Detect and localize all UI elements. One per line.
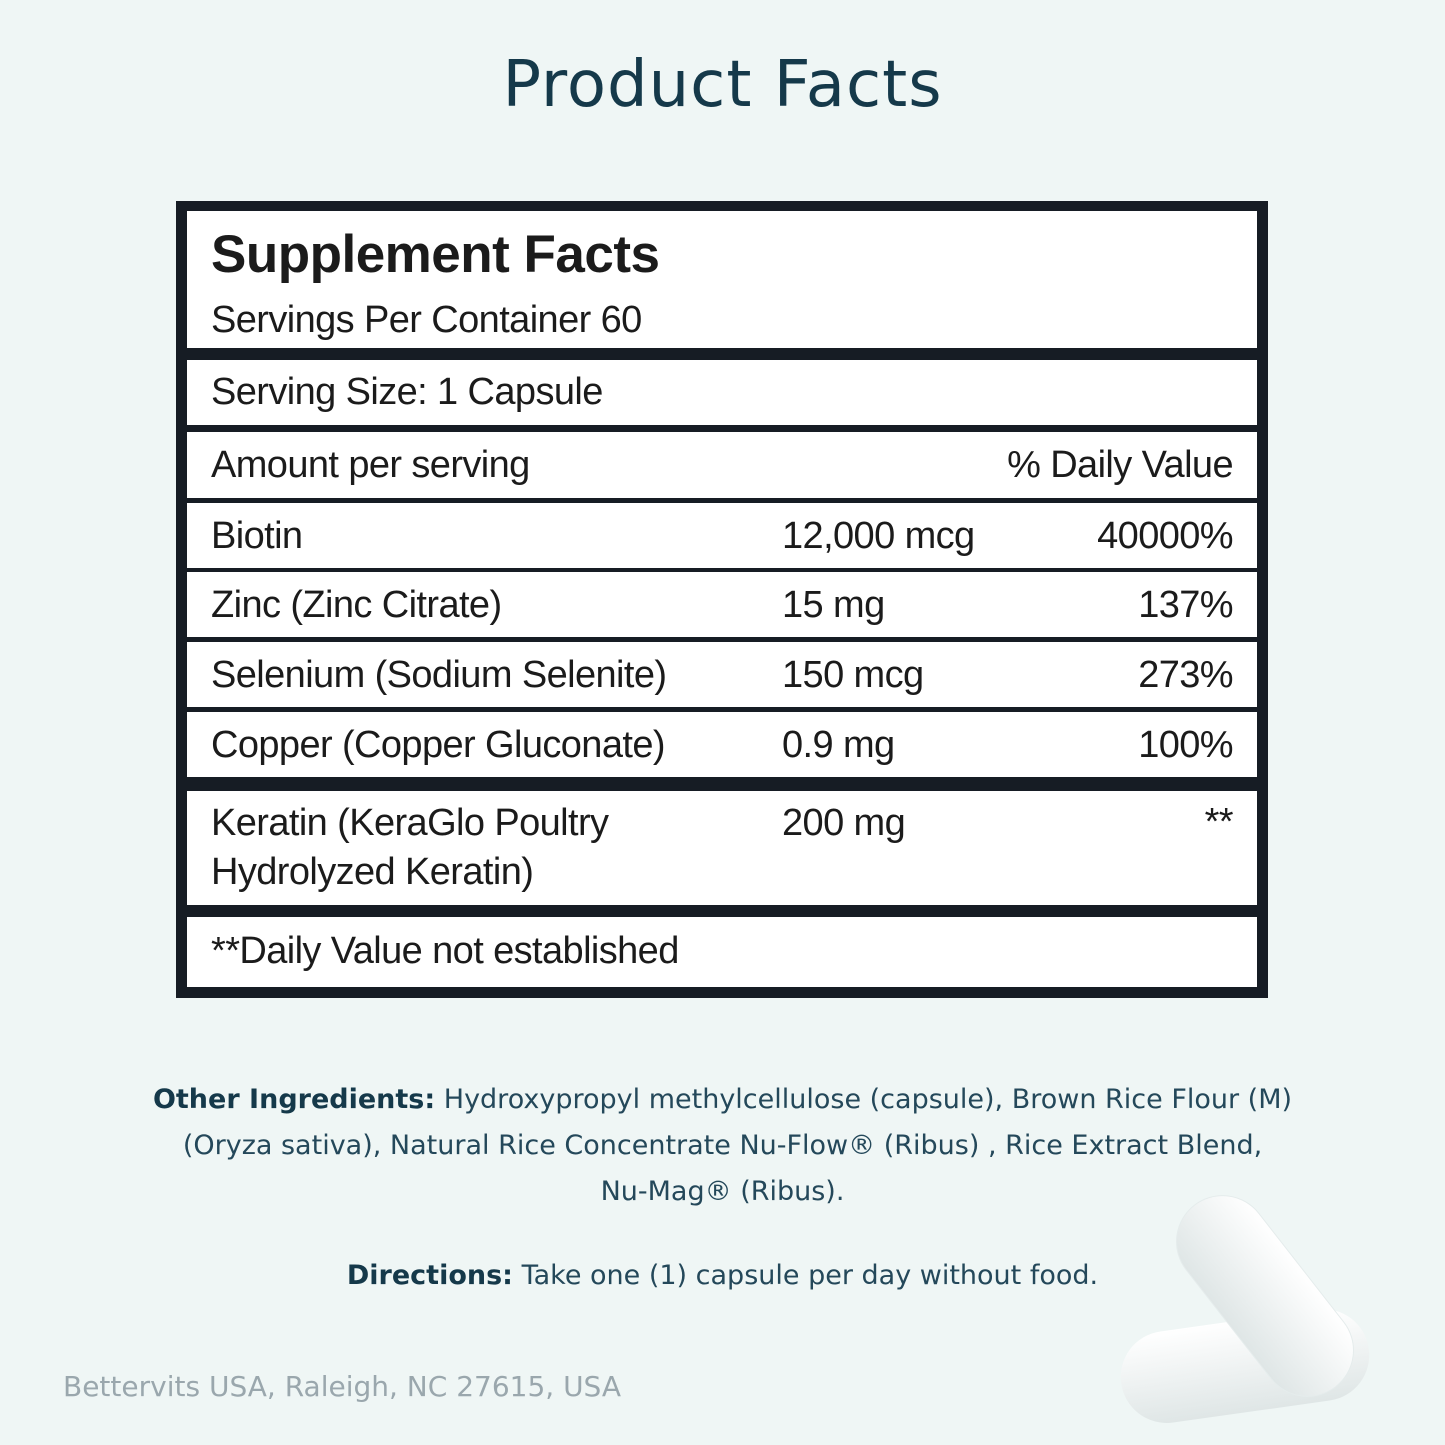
- nutrient-row: Selenium (Sodium Selenite) 150 mcg 273%: [187, 642, 1257, 707]
- footnote-block: **Daily Value not established: [187, 917, 1257, 987]
- nutrient-name: Biotin: [211, 515, 303, 557]
- nutrient-name: Hydrolyzed Keratin): [211, 851, 534, 893]
- serving-size-block: Serving Size: 1 Capsule: [187, 360, 1257, 425]
- nutrient-dv: 100%: [1138, 724, 1233, 766]
- nutrient-dv: 137%: [1138, 584, 1233, 626]
- facts-panel: Supplement Facts Servings Per Container …: [176, 201, 1268, 998]
- footnote: **Daily Value not established: [211, 930, 679, 972]
- nutrient-row: Biotin 12,000 mcg 40000%: [187, 503, 1257, 568]
- capsules-illustration: [1120, 1195, 1370, 1423]
- nutrient-amount: 12,000 mcg: [782, 515, 975, 557]
- nutrient-row: Copper (Copper Gluconate) 0.9 mg 100%: [187, 712, 1257, 777]
- nutrient-amount: 0.9 mg: [782, 724, 895, 766]
- header-row: Amount per serving % Daily Value: [187, 432, 1257, 498]
- facts-heading: Supplement Facts: [211, 225, 660, 284]
- serving-size: Serving Size: 1 Capsule: [211, 371, 603, 413]
- ingredients-line: Nu-Mag® (Ribus).: [600, 1176, 845, 1207]
- ingredients-line: Other Ingredients: Hydroxypropyl methylc…: [0, 1086, 1445, 1113]
- ingredients-line: (Oryza sativa), Natural Rice Concentrate…: [182, 1130, 1263, 1161]
- nutrient-name: Selenium (Sodium Selenite): [211, 654, 667, 696]
- nutrient-amount: 200 mg: [782, 802, 906, 844]
- nutrient-dv: 40000%: [1097, 515, 1233, 557]
- nutrient-name: Copper (Copper Gluconate): [211, 724, 666, 766]
- directions-text: Take one (1) capsule per day without foo…: [521, 1260, 1099, 1291]
- heading-block: Supplement Facts Servings Per Container …: [187, 211, 1257, 348]
- nutrient-name: Keratin (KeraGlo Poultry: [211, 802, 609, 844]
- servings: Servings Per Container 60: [211, 299, 642, 341]
- capsule: [1176, 1195, 1354, 1397]
- nutrient-dv: 273%: [1138, 654, 1233, 696]
- nutrient-name: Zinc (Zinc Citrate): [211, 584, 502, 626]
- ingredients-text: Hydroxypropyl methylcellulose (capsule),…: [443, 1084, 1293, 1115]
- nutrient-amount: 15 mg: [782, 584, 885, 626]
- ingredients-label: Other Ingredients:: [152, 1084, 436, 1115]
- page-title: Product Facts: [502, 48, 943, 122]
- nutrient-amount: 150 mcg: [782, 654, 924, 696]
- keratin-row: Keratin (KeraGlo Poultry Hydrolyzed Kera…: [187, 791, 1257, 905]
- address: Bettervits USA, Raleigh, NC 27615, USA: [63, 1370, 622, 1403]
- directions-label: Directions:: [346, 1260, 513, 1291]
- amount-header: Amount per serving: [211, 444, 530, 486]
- nutrient-row: Zinc (Zinc Citrate) 15 mg 137%: [187, 572, 1257, 637]
- dv-header: % Daily Value: [1007, 444, 1234, 486]
- directions-line: Directions: Take one (1) capsule per day…: [0, 1262, 1445, 1289]
- nutrient-dv: **: [1204, 801, 1234, 843]
